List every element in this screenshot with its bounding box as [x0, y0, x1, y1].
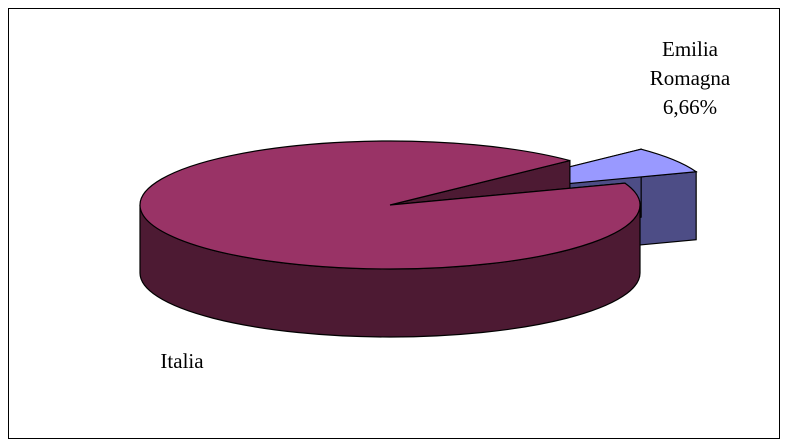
pie-slice-1 [139, 140, 641, 338]
slice-label-0-line-1: Romagna [650, 66, 731, 90]
slice-label-0-line-2: 6,66% [663, 95, 717, 119]
slice-label-0-line-0: Emilia [662, 37, 719, 61]
slice-label-1-line-0: Italia [160, 349, 204, 373]
